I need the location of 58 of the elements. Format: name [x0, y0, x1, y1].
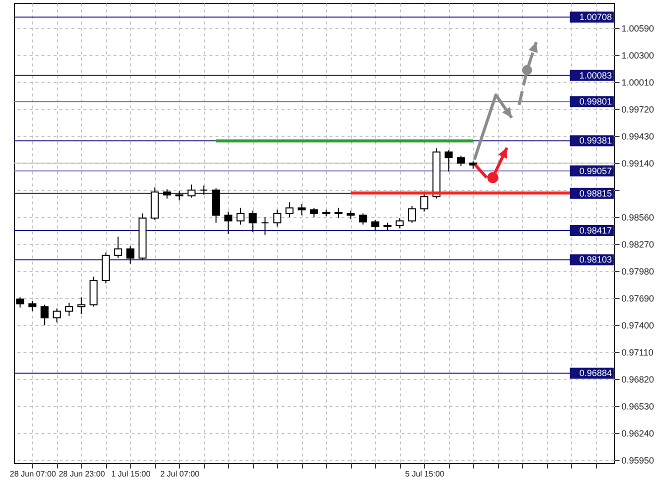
- y-tick-label: 1.00590: [622, 24, 654, 34]
- candlestick: [175, 190, 184, 201]
- y-tick-label: 0.99430: [622, 132, 654, 142]
- candlestick: [444, 150, 453, 172]
- x-tick-label: 28 Jun 23:00: [58, 470, 106, 478]
- y-tick-label: 0.97110: [622, 348, 654, 358]
- y-tick-label: 1.00300: [622, 50, 654, 61]
- candlestick: [261, 216, 270, 236]
- y-tick-label: 0.99720: [622, 104, 654, 115]
- x-tick-label: 2 Jul 07:00: [160, 470, 200, 478]
- x-tick-label: 1 Jul 15:00: [111, 470, 151, 478]
- ref-line-label: 0.96884: [579, 368, 612, 378]
- x-tick-label: 28 Jun 07:00: [10, 470, 57, 478]
- candlestick: [310, 207, 318, 218]
- ref-line-label: 0.98815: [579, 188, 612, 198]
- candlestick: [236, 207, 245, 226]
- candlestick: [163, 188, 172, 200]
- ref-line-label: 0.99057: [579, 166, 612, 176]
- y-tick-label: 0.96530: [622, 402, 654, 412]
- candlestick: [371, 219, 380, 232]
- ref-line-label: 0.99381: [579, 136, 612, 146]
- y-tick-label: 0.96240: [622, 428, 654, 439]
- ref-line-label: 0.99801: [579, 96, 612, 107]
- ref-line-label: 0.98417: [579, 225, 612, 236]
- candlestick: [273, 209, 282, 227]
- y-tick-label: 0.98560: [622, 212, 654, 223]
- candlestick: [358, 212, 367, 226]
- candlestick: [40, 304, 49, 326]
- ref-line-label: 1.00708: [579, 12, 612, 22]
- candlestick: [65, 302, 74, 316]
- y-tick-label: 0.98270: [622, 240, 654, 250]
- ref-line-label: 1.00083: [579, 70, 612, 80]
- candlestick: [298, 204, 306, 216]
- y-tick-label: 0.99140: [622, 158, 654, 169]
- candlestick: [286, 202, 294, 218]
- candlestick: [114, 236, 122, 259]
- candlestick: [28, 300, 36, 312]
- candlestick: [248, 210, 257, 233]
- candlestick: [126, 246, 134, 264]
- x-tick-label: 5 Jul 15:00: [405, 470, 445, 478]
- candlestick: [16, 296, 24, 308]
- y-tick-label: 1.00010: [622, 78, 654, 88]
- candlestick: [420, 192, 428, 212]
- candlestick: [200, 185, 208, 196]
- candlestick: [334, 207, 342, 219]
- candlestick: [188, 184, 196, 198]
- candlestick: [396, 218, 404, 229]
- y-tick-label: 0.97980: [622, 266, 654, 277]
- candlestick: [77, 296, 86, 315]
- candlestick: [224, 211, 232, 234]
- candlestick: [52, 308, 61, 323]
- candlestick: [408, 205, 416, 224]
- y-tick-label: 0.97690: [622, 294, 654, 304]
- y-tick-label: 0.96820: [622, 374, 654, 385]
- y-tick-label: 0.97400: [622, 320, 654, 331]
- candlestick: [456, 155, 465, 166]
- ref-line-label: 0.98103: [579, 254, 612, 265]
- y-tick-label: 0.95950: [622, 456, 654, 466]
